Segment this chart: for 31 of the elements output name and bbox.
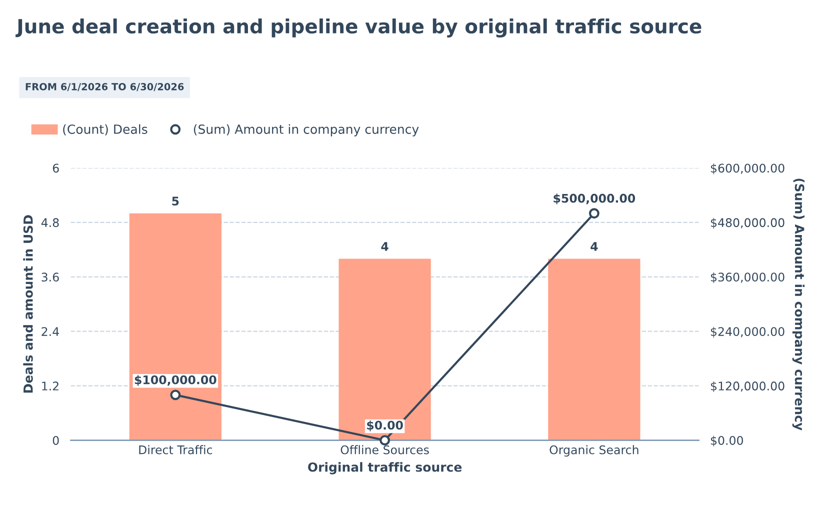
point — [170, 390, 181, 400]
chart-subtitle: FROM 6/1/2026 TO 6/30/2026 — [26, 83, 184, 92]
y-tick-label: 1.2 — [42, 382, 58, 390]
y2-tick-label: $600,000.00 — [710, 163, 784, 174]
data-label: 4 — [381, 242, 388, 251]
data-label: $0.00 — [367, 420, 403, 432]
y-axis-title: Deals and amount in USD — [23, 215, 33, 393]
y2-tick-label: $480,000.00 — [710, 218, 784, 229]
point — [588, 208, 600, 219]
data-label: $500,000.00 — [554, 194, 636, 204]
y-tick-label: 3.6 — [42, 272, 59, 282]
legend-label: (Sum) Amount in company currency — [194, 124, 419, 136]
y-tick-label: 2.4 — [42, 327, 59, 336]
y2-tick-label: $120,000.00 — [710, 381, 784, 392]
y2-axis-title: (Sum) Amount in company currency — [792, 178, 805, 430]
x-tick-label: Organic Search — [550, 445, 638, 457]
data-label: $100,000.00 — [134, 375, 216, 386]
y-tick-label: 4.8 — [41, 218, 59, 228]
y2-tick-label: $240,000.00 — [710, 326, 784, 338]
y2-tick-label: $0.00 — [710, 436, 744, 447]
data-label: 4 — [590, 242, 598, 251]
x-tick-label: Direct Traffic — [139, 445, 212, 454]
point — [380, 435, 390, 446]
y-tick-label: 6 — [52, 164, 59, 173]
chart-title: June deal creation and pipeline value by original traffic source — [16, 18, 702, 38]
y2-tick-label: $360,000.00 — [710, 272, 784, 284]
y-tick-label: 0 — [52, 436, 59, 445]
legend-label: (Count) Deals — [63, 124, 148, 136]
data-label: 5 — [172, 196, 179, 206]
x-axis-title: Original traffic source — [308, 462, 462, 474]
x-tick-label: Offline Sources — [340, 445, 429, 454]
